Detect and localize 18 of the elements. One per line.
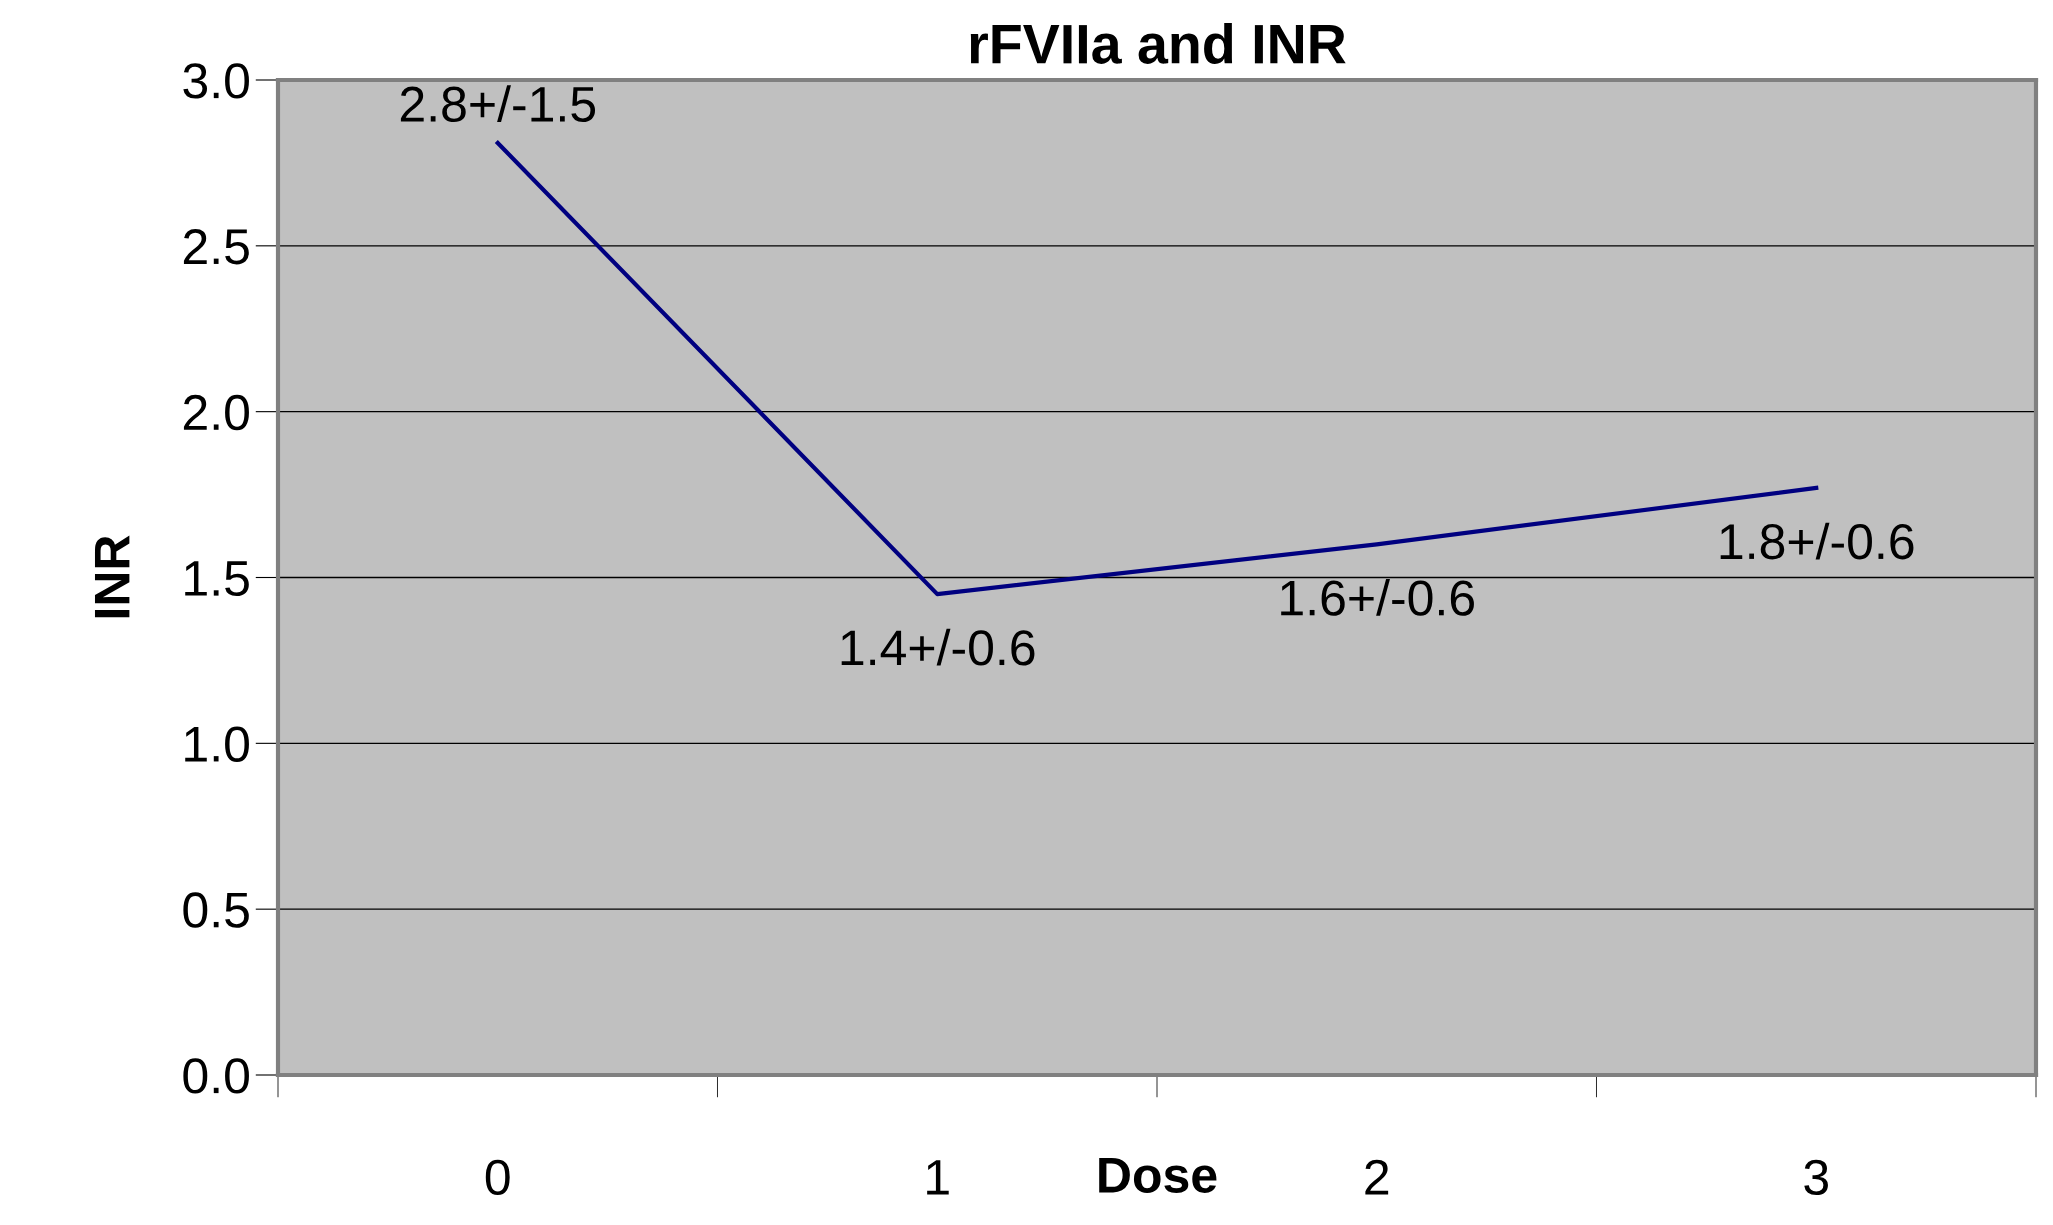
y-axis-title: INR	[94, 535, 130, 618]
y-tick-label: 0.5	[183, 892, 249, 928]
data-label: 1.8+/-0.6	[1720, 522, 1914, 560]
x-tick-label: 3	[1804, 1159, 1828, 1196]
y-tick-label: 0.0	[183, 1058, 249, 1094]
y-tick-label: 2.0	[183, 394, 249, 431]
y-tick-label: 3.0	[183, 63, 249, 99]
y-tick-label: 1.5	[185, 561, 249, 597]
x-tick-label: 1	[927, 1160, 949, 1195]
y-tick-label: 2.5	[183, 229, 249, 265]
x-axis-title: Dose	[1099, 1158, 1217, 1193]
chart-title: rFVIIa and INR	[970, 23, 1346, 64]
x-tick-label: 0	[485, 1159, 510, 1196]
data-label: 1.4+/-0.6	[841, 628, 1035, 666]
data-label: 1.6+/-0.6	[1281, 579, 1474, 616]
data-label: 2.8+/-1.5	[400, 85, 596, 123]
x-tick-label: 2	[1365, 1159, 1389, 1195]
y-tick-label: 1.0	[185, 726, 249, 762]
